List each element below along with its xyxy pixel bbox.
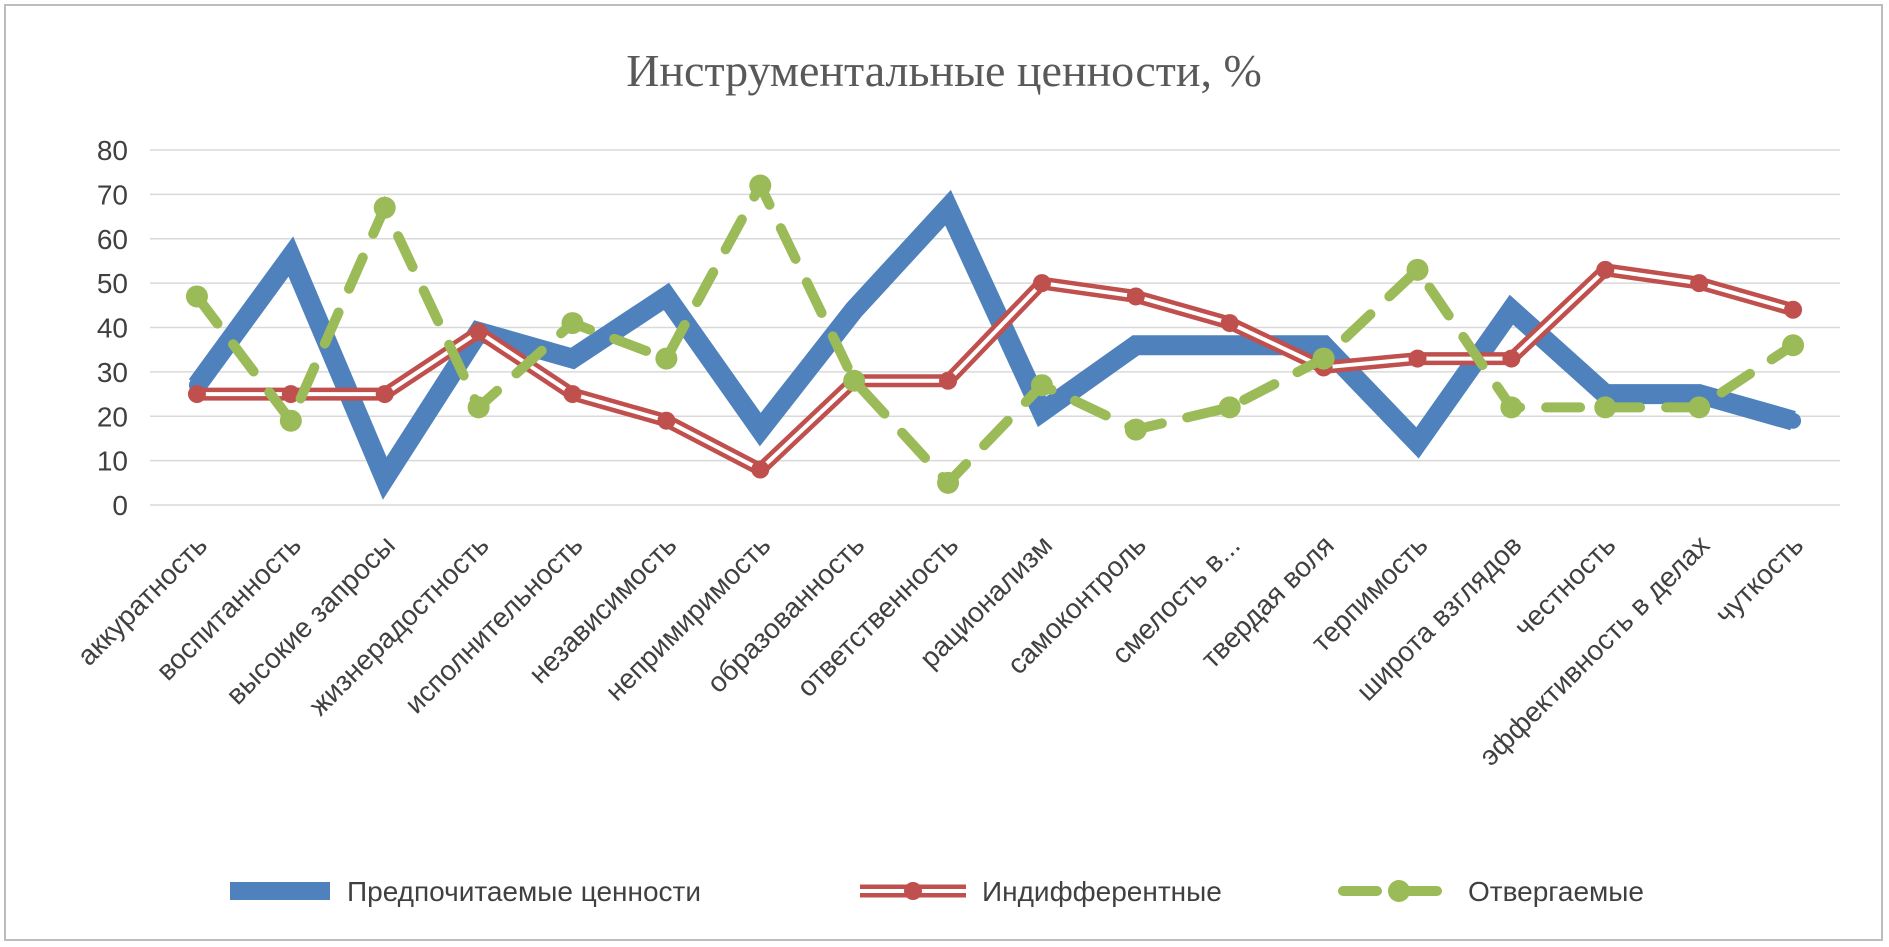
data-point [843, 369, 866, 392]
y-tick-label: 40 [97, 313, 128, 344]
data-point [1596, 260, 1615, 279]
data-point [279, 409, 302, 432]
data-point [1688, 396, 1711, 419]
data-point [939, 371, 958, 390]
data-point [469, 322, 488, 341]
y-tick-label: 80 [97, 135, 128, 166]
y-tick-label: 10 [97, 446, 128, 477]
legend-item-0: Предпочитаемые ценности [230, 876, 701, 907]
data-point [1406, 258, 1429, 281]
data-point [467, 396, 490, 419]
y-axis-ticks: 0 10 20 30 40 50 60 70 80 [97, 135, 128, 521]
data-point [1594, 396, 1617, 419]
data-point [658, 288, 675, 305]
data-point [749, 174, 772, 197]
y-tick-label: 30 [97, 357, 128, 388]
series-1 [187, 260, 1803, 479]
series-line [188, 189, 1796, 500]
data-point [1784, 300, 1803, 319]
legend: Предпочитаемые ценности Индифферентные Отв… [230, 876, 1644, 907]
data-point [657, 411, 676, 430]
series-2 [185, 174, 1805, 494]
data-point [1126, 287, 1145, 306]
data-point [187, 385, 206, 404]
legend-label: Индифферентные [982, 876, 1222, 907]
x-tick-label: жизнерадостность [303, 529, 495, 721]
data-point [1124, 418, 1147, 441]
chart-title: Инструментальные ценности, % [626, 45, 1262, 96]
legend-marker [272, 883, 288, 899]
data-point [561, 312, 584, 335]
data-point [1221, 337, 1238, 354]
data-point [1312, 347, 1335, 370]
legend-marker [904, 882, 922, 900]
y-tick-label: 70 [97, 179, 128, 210]
legend-item-2: Отвергаемые [1338, 876, 1644, 907]
data-point [375, 385, 394, 404]
data-point [185, 285, 208, 308]
legend-label: Отвергаемые [1468, 876, 1644, 907]
data-point [376, 470, 393, 487]
x-tick-label: высокие запросы [220, 529, 401, 710]
data-point [1032, 274, 1051, 293]
y-tick-label: 0 [112, 490, 128, 521]
data-point [846, 301, 863, 318]
data-point [1503, 301, 1520, 318]
series-layer [185, 174, 1805, 500]
y-tick-label: 50 [97, 268, 128, 299]
y-tick-label: 20 [97, 401, 128, 432]
data-point [1220, 314, 1239, 333]
data-point [281, 385, 300, 404]
x-tick-label: исполнительность [399, 529, 589, 719]
data-point [940, 199, 957, 216]
legend-label: Предпочитаемые ценности [347, 876, 701, 907]
data-point [1502, 349, 1521, 368]
data-point [1500, 396, 1523, 419]
series-line-inner [196, 267, 1794, 472]
x-tick-label: чуткость [1709, 529, 1809, 629]
data-point [752, 421, 769, 438]
legend-marker [1388, 880, 1410, 902]
data-point [1127, 337, 1144, 354]
y-tick-label: 60 [97, 224, 128, 255]
data-point [1782, 334, 1805, 357]
data-point [1218, 396, 1241, 419]
data-point [1033, 403, 1050, 420]
data-point [282, 248, 299, 265]
x-tick-label: ответственность [791, 529, 965, 703]
data-point [1408, 349, 1427, 368]
legend-item-1: Индифферентные [860, 876, 1222, 907]
data-point [751, 460, 770, 479]
series-line [191, 174, 1799, 491]
x-tick-label: образованность [701, 529, 870, 698]
data-point [655, 347, 678, 370]
data-point [1690, 274, 1709, 293]
gridlines [150, 149, 1840, 506]
data-point [373, 196, 396, 219]
data-point [563, 385, 582, 404]
x-tick-label: непримиримость [599, 529, 776, 706]
data-point [937, 471, 960, 494]
data-point [564, 350, 581, 367]
data-point [1030, 374, 1053, 397]
data-point [1785, 412, 1802, 429]
series-0 [188, 189, 1802, 500]
x-tick-label: широта взглядов [1350, 529, 1527, 706]
data-point [1409, 434, 1426, 451]
